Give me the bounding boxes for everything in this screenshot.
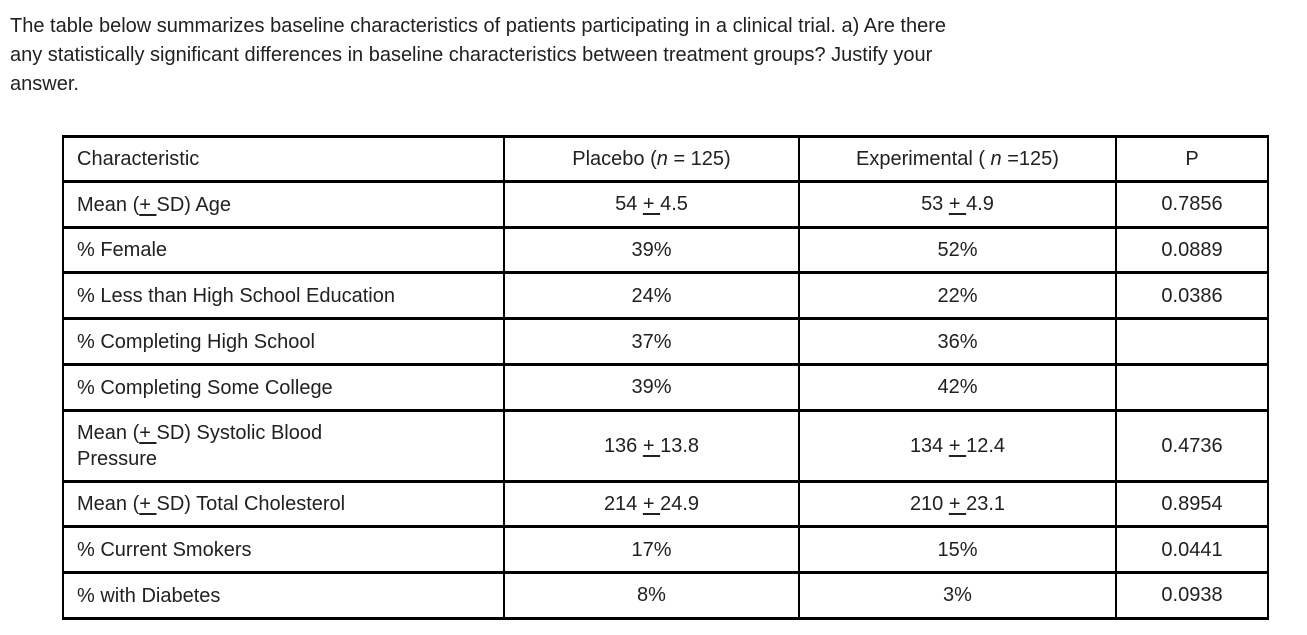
table-row-systolic-blood-pressure: Mean (+ SD) Systolic Blood Pressure 136 … [62,408,1269,483]
italic-n: n [990,148,1002,170]
cell-placebo-value: 214 + 24.9 [503,479,800,529]
cell-placebo-value: 37% [503,317,800,366]
table-header-row: Characteristic Placebo (n = 125) Experim… [62,135,1269,183]
cell-experimental-value: 210 + 23.1 [798,479,1117,529]
table-row-with-diabetes: % with Diabetes 8% 3% 0.0938 [62,571,1269,620]
cell-characteristic: % Less than High School Education [62,271,505,321]
table-row-age: Mean (+ SD) Age 54 + 4.5 53 + 4.9 0.7856 [62,180,1269,229]
column-header-experimental: Experimental ( n =125) [798,135,1117,183]
characteristic-label: % Completing High School [77,330,315,353]
characteristic-label: % Completing Some College [77,376,333,399]
header-text: = 125) [667,148,731,170]
table-row-total-cholesterol: Mean (+ SD) Total Cholesterol 214 + 24.9… [62,479,1269,529]
cell-placebo-value: 54 + 4.5 [503,180,800,229]
characteristic-label: Mean (+ SD) Total Cholesterol [77,493,346,516]
plus-minus-symbol: + [642,492,661,515]
cell-characteristic: % Current Smokers [62,525,505,575]
baseline-characteristics-table: Characteristic Placebo (n = 125) Experim… [62,135,1269,620]
italic-n: n [656,148,668,170]
question-text: The table below summarizes baseline char… [10,12,1297,99]
header-text: =125) [1001,148,1059,170]
cell-placebo-value: 17% [503,525,800,575]
column-header-characteristic: Characteristic [62,135,505,183]
cell-placebo-value: 39% [503,225,800,275]
header-text: Placebo ( [572,148,657,170]
cell-experimental-value: 3% [798,571,1117,620]
column-header-p-value: P [1115,135,1269,183]
cell-p-value: 0.8954 [1115,479,1269,529]
cell-characteristic: % Female [62,225,505,275]
characteristic-label: % Female [77,239,168,262]
cell-experimental-value: 42% [798,362,1117,412]
plus-minus-symbol: + [139,421,157,444]
column-header-placebo: Placebo (n = 125) [503,135,800,183]
table-row-current-smokers: % Current Smokers 17% 15% 0.0441 [62,525,1269,575]
cell-p-value: 0.0889 [1115,225,1269,275]
plus-minus-symbol: + [948,492,967,515]
cell-experimental-value: 36% [798,317,1117,366]
question-line: answer. [10,73,79,95]
characteristic-label: % Current Smokers [77,539,252,562]
cell-experimental-value: 52% [798,225,1117,275]
plus-minus-symbol: + [139,493,157,516]
table-row-completing-some-college: % Completing Some College 39% 42% [62,362,1269,412]
characteristic-label: Mean (+ SD) Age [77,193,231,216]
cell-experimental-value: 134 + 12.4 [798,408,1117,483]
characteristic-label: Mean (+ SD) Systolic Blood Pressure [77,421,323,470]
cell-characteristic: Mean (+ SD) Age [62,180,505,229]
plus-minus-symbol: + [642,193,661,216]
cell-characteristic: % Completing Some College [62,362,505,412]
characteristic-label: % with Diabetes [77,584,221,607]
plus-minus-symbol: + [948,434,967,457]
cell-p-value: 0.0386 [1115,271,1269,321]
plus-minus-symbol: + [139,193,157,216]
plus-minus-symbol: + [948,193,967,216]
cell-p-value: 0.4736 [1115,408,1269,483]
table-row-completing-high-school: % Completing High School 37% 36% [62,317,1269,366]
cell-characteristic: % with Diabetes [62,571,505,620]
cell-experimental-value: 53 + 4.9 [798,180,1117,229]
cell-experimental-value: 22% [798,271,1117,321]
characteristic-label: % Less than High School Education [77,285,395,308]
cell-characteristic: Mean (+ SD) Total Cholesterol [62,479,505,529]
cell-characteristic: % Completing High School [62,317,505,366]
question-line: any statistically significant difference… [10,44,933,66]
cell-placebo-value: 8% [503,571,800,620]
cell-placebo-value: 24% [503,271,800,321]
cell-placebo-value: 136 + 13.8 [503,408,800,483]
cell-p-value [1115,317,1269,366]
table-row-less-than-high-school: % Less than High School Education 24% 22… [62,271,1269,321]
cell-p-value: 0.0441 [1115,525,1269,575]
question-line: The table below summarizes baseline char… [10,15,946,37]
plus-minus-symbol: + [642,434,661,457]
table-row-female: % Female 39% 52% 0.0889 [62,225,1269,275]
cell-p-value: 0.7856 [1115,180,1269,229]
header-text: Experimental ( [856,148,991,170]
cell-p-value: 0.0938 [1115,571,1269,620]
cell-p-value [1115,362,1269,412]
cell-experimental-value: 15% [798,525,1117,575]
cell-characteristic: Mean (+ SD) Systolic Blood Pressure [62,408,505,483]
cell-placebo-value: 39% [503,362,800,412]
